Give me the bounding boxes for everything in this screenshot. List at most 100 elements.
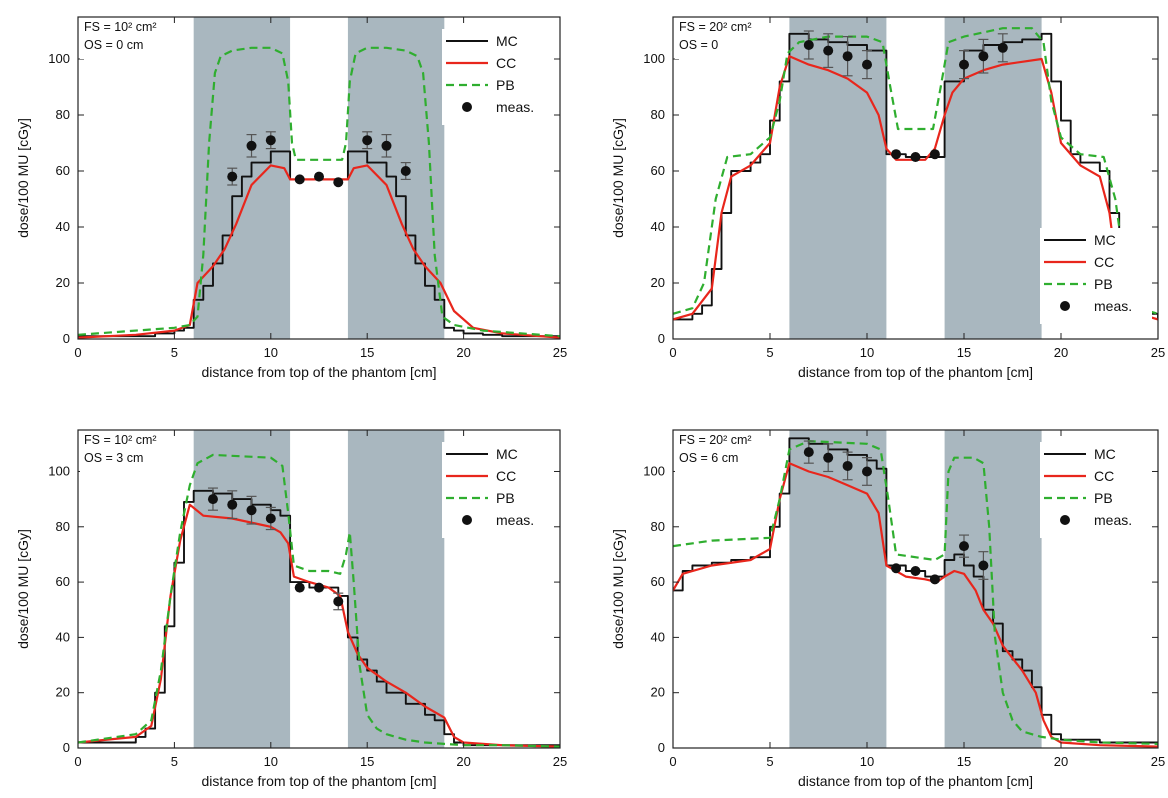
- field-size-label: FS = 10² cm²: [84, 433, 157, 447]
- x-tick-label: 20: [456, 754, 470, 769]
- measurement-point: [362, 135, 373, 146]
- measurement-point: [910, 152, 921, 162]
- chart-panel-bottom-right: 0 5 10 15 20 25 0 20 40 60 80 100 distance from top …: [610, 429, 1165, 789]
- legend-label-meas: meas.: [1094, 298, 1132, 314]
- legend-label-pb: PB: [496, 490, 515, 506]
- measurement-point: [891, 563, 902, 574]
- plot-frame: [672, 429, 1159, 749]
- x-axis-label: distance from top of the phantom [cm]: [201, 364, 436, 380]
- plot-area: [78, 46, 560, 339]
- legend-label-cc: CC: [496, 468, 516, 484]
- legend-box: [442, 442, 554, 538]
- measurement-point: [978, 51, 989, 62]
- y-tick-label: 60: [56, 163, 70, 178]
- y-axis-label: dose/100 MU [cGy]: [15, 529, 31, 649]
- legend-box: [1040, 442, 1152, 538]
- y-axis-label: dose/100 MU [cGy]: [15, 118, 31, 238]
- measurement-point: [314, 171, 324, 182]
- y-tick-label: 60: [56, 574, 70, 589]
- measurement-point: [333, 177, 344, 188]
- measurement-point: [959, 59, 969, 70]
- plot-area: [78, 453, 560, 748]
- measurement-point: [333, 596, 344, 607]
- x-tick-label: 0: [74, 345, 81, 360]
- measurement-point: [842, 460, 853, 471]
- legend-box: [1040, 228, 1152, 324]
- legend-label-meas: meas.: [496, 99, 534, 115]
- x-axis-label: distance from top of the phantom [cm]: [201, 773, 436, 789]
- measurement-point: [862, 466, 872, 477]
- y-tick-label: 40: [651, 219, 665, 234]
- x-tick-label: 0: [74, 754, 81, 769]
- y-axis-label: dose/100 MU [cGy]: [610, 118, 626, 238]
- y-tick-label: 20: [651, 275, 665, 290]
- measurement-point: [823, 45, 834, 56]
- plot-area: [673, 437, 1158, 748]
- shaded-region-1: [193, 430, 291, 748]
- measurement-point: [314, 582, 324, 593]
- x-tick-label: 20: [456, 345, 470, 360]
- legend-marker-meas: [1060, 515, 1070, 525]
- measurement-point: [803, 447, 814, 458]
- y-axis-label: dose/100 MU [cGy]: [610, 529, 626, 649]
- x-tick-label: 5: [766, 754, 773, 769]
- chart-panel-bottom-left: 0 5 10 15 20 25 0 20 40 60 80 100 distance from top …: [15, 429, 567, 789]
- chart-panel-top-left: 0 5 10 15 20 25 0 20 40 60 80 100 distance from top …: [15, 16, 567, 380]
- x-tick-label: 25: [553, 345, 567, 360]
- y-tick-label: 100: [48, 463, 70, 478]
- x-tick-label: 15: [360, 754, 374, 769]
- legend-box: [442, 29, 554, 125]
- measurement-point: [265, 135, 276, 146]
- field-size-label: FS = 10² cm²: [84, 20, 157, 34]
- y-tick-label: 80: [651, 107, 665, 122]
- y-tick-label: 100: [48, 51, 70, 66]
- legend-label-mc: MC: [496, 33, 518, 49]
- legend-marker-meas: [462, 102, 472, 112]
- plot-frame: [77, 429, 561, 749]
- measurement-point: [891, 149, 902, 160]
- x-tick-label: 0: [669, 345, 676, 360]
- measurement-point: [929, 149, 940, 160]
- x-tick-label: 5: [171, 345, 178, 360]
- annotation-box: [80, 19, 172, 59]
- legend-label-mc: MC: [1094, 232, 1116, 248]
- series-pb: [673, 27, 1158, 315]
- legend-marker-meas: [462, 515, 472, 525]
- x-tick-label: 15: [957, 754, 971, 769]
- x-tick-label: 0: [669, 754, 676, 769]
- offset-label: OS = 0 cm: [84, 38, 143, 52]
- shaded-region-1: [789, 430, 887, 748]
- shaded-region-2: [944, 17, 1042, 339]
- legend-label-pb: PB: [1094, 276, 1113, 292]
- annotation-box: [675, 19, 767, 59]
- offset-label: OS = 3 cm: [84, 451, 143, 465]
- annotation-box: [675, 432, 767, 472]
- series-mc: [78, 489, 560, 747]
- measurement-point: [978, 560, 989, 571]
- x-tick-label: 5: [171, 754, 178, 769]
- series-cc: [78, 503, 560, 748]
- x-tick-label: 25: [553, 754, 567, 769]
- y-tick-label: 60: [651, 574, 665, 589]
- legend-label-pb: PB: [496, 77, 515, 93]
- y-tick-label: 100: [643, 51, 665, 66]
- field-size-label: FS = 20² cm²: [679, 433, 752, 447]
- measurement-point: [803, 40, 814, 50]
- measurement-point: [400, 166, 411, 176]
- x-tick-label: 20: [1054, 345, 1068, 360]
- y-tick-label: 40: [56, 629, 70, 644]
- measurement-point: [959, 541, 969, 552]
- plot-area: [673, 27, 1158, 321]
- measurement-point: [381, 140, 392, 151]
- series-pb: [673, 440, 1158, 745]
- y-tick-label: 100: [643, 463, 665, 478]
- y-tick-label: 0: [658, 740, 665, 755]
- shaded-region-1: [789, 17, 887, 339]
- offset-label: OS = 6 cm: [679, 451, 738, 465]
- measurement-point: [294, 582, 305, 593]
- measurement-point: [929, 574, 940, 585]
- measurement-point: [823, 452, 834, 463]
- x-tick-label: 10: [264, 345, 278, 360]
- series-cc: [673, 55, 1158, 321]
